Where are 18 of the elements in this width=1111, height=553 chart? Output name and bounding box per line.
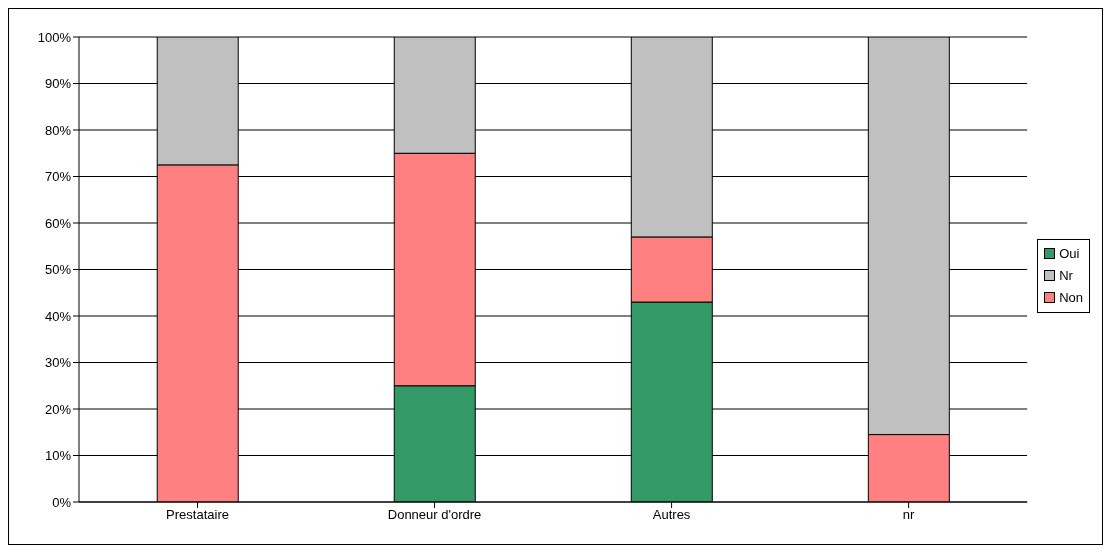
- y-tick-label: 80%: [44, 122, 72, 138]
- x-tick-label: Autres: [652, 507, 691, 523]
- y-tick-label: 0%: [52, 494, 72, 510]
- y-tick-label: 60%: [44, 215, 72, 231]
- y-tick-label: 100%: [37, 29, 72, 45]
- legend-label: Nr: [1058, 266, 1074, 285]
- y-tick-label: 50%: [44, 262, 72, 278]
- y-tick-label: 10%: [44, 448, 72, 464]
- y-tick-label: 70%: [44, 169, 72, 185]
- y-tick-label: 20%: [44, 401, 72, 417]
- y-tick-label: 40%: [44, 308, 72, 324]
- legend-label: Oui: [1058, 244, 1081, 263]
- y-tick-label: 30%: [44, 355, 72, 371]
- x-tick-label: nr: [902, 507, 916, 523]
- x-tick-label: Donneur d'ordre: [387, 507, 482, 523]
- x-tick-label: Prestataire: [166, 507, 229, 523]
- y-tick-label: 90%: [44, 76, 72, 92]
- legend-label: Non: [1058, 288, 1083, 307]
